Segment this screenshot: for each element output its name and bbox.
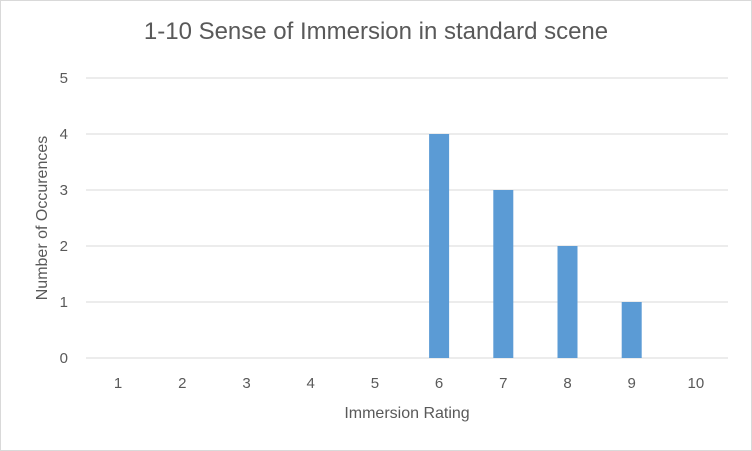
gridlines [86,77,728,359]
x-axis-title: Immersion Rating [344,405,469,422]
x-tick-label: 8 [563,375,571,392]
x-tick-labels: 1 2 3 4 5 6 7 8 9 10 [114,375,704,392]
y-tick-label: 5 [60,70,68,87]
y-tick-label: 4 [60,126,68,143]
y-axis-title: Number of Occurences [34,136,51,301]
x-tick-label: 4 [307,375,315,392]
bar [557,246,578,358]
x-tick-label: 2 [178,375,186,392]
x-tick-label: 9 [628,375,636,392]
y-tick-label: 0 [60,350,68,367]
x-tick-label: 10 [688,375,705,392]
y-tick-label: 3 [60,182,68,199]
x-tick-label: 6 [435,375,443,392]
y-tick-labels: 0 1 2 3 4 5 [60,70,68,367]
x-tick-label: 3 [242,375,250,392]
x-tick-label: 7 [499,375,507,392]
x-tick-label: 1 [114,375,122,392]
bar [429,134,450,358]
x-tick-label: 5 [371,375,379,392]
bar [621,302,642,358]
chart-title: 1-10 Sense of Immersion in standard scen… [143,18,609,45]
y-tick-label: 1 [60,294,68,311]
bar [493,190,514,358]
bars [429,134,642,358]
y-tick-label: 2 [60,238,68,255]
